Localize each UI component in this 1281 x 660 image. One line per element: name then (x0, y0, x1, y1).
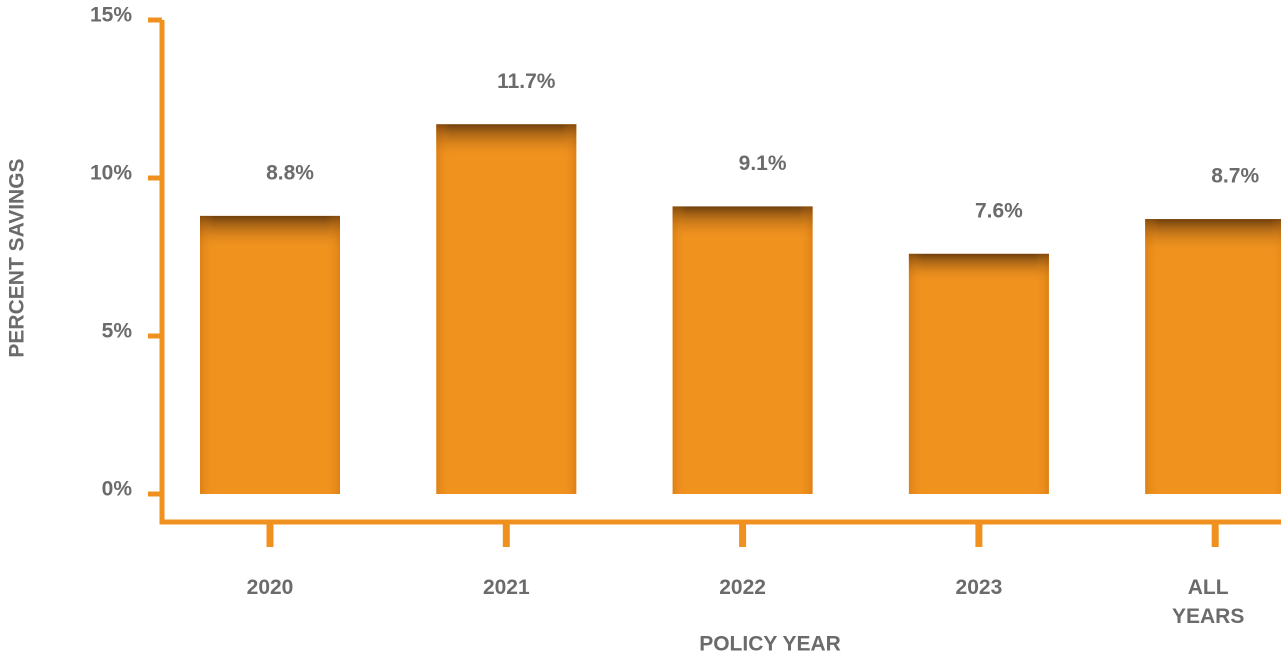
y-tick-label: 0% (102, 478, 133, 501)
value-label: 7.6% (975, 199, 1023, 222)
bar-edge (672, 206, 813, 494)
bar-edge (908, 253, 1049, 494)
value-label: 8.7% (1211, 165, 1259, 188)
bar-edge (1145, 219, 1281, 494)
y-tick-label: 5% (102, 320, 133, 343)
axis-line (159, 20, 1281, 525)
y-axis-title: PERCENT SAVINGS (6, 158, 29, 357)
x-tick-label: 2022 (719, 576, 766, 599)
x-axis-title: POLICY YEAR (699, 633, 841, 656)
y-tick-label: 10% (90, 162, 132, 185)
bar-edge (436, 124, 577, 494)
value-label: 9.1% (739, 152, 787, 175)
value-label: 11.7% (497, 70, 556, 93)
x-tick-label: 2020 (246, 576, 294, 599)
y-tick-label: 15% (90, 4, 132, 27)
value-label: 8.8% (266, 161, 314, 184)
bar-edge (200, 215, 340, 495)
x-tick-label: 2021 (482, 576, 530, 599)
x-tick-label: 2023 (955, 576, 1003, 599)
x-tick-label: ALL YEARS (1172, 576, 1245, 628)
